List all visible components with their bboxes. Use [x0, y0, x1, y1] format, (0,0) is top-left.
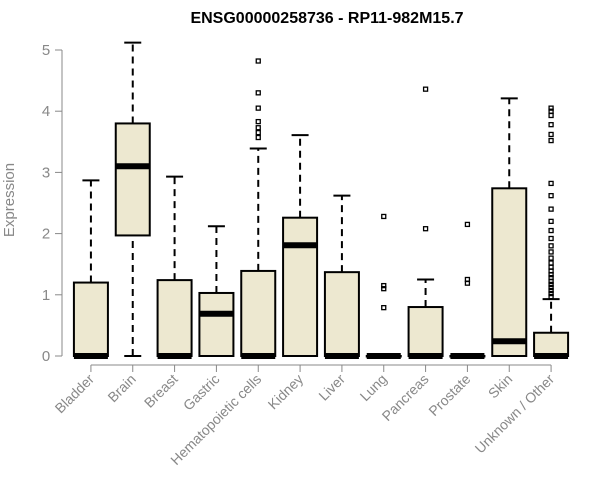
- outlier-point: [548, 264, 554, 270]
- boxes-group: [72, 41, 570, 359]
- x-tick-label: Lung: [357, 371, 390, 404]
- outlier-point: [548, 180, 554, 187]
- box-breast: [156, 175, 193, 359]
- box-liver: [323, 194, 360, 359]
- box-iqr: [491, 187, 528, 357]
- x-tick-label: Pancreas: [379, 371, 432, 424]
- y-tick-label: 4: [42, 103, 50, 120]
- outlier-point: [255, 134, 261, 141]
- box-unknown-other: [533, 105, 570, 359]
- outlier-point: [381, 282, 387, 289]
- box-iqr: [156, 279, 193, 357]
- outlier-point: [548, 275, 554, 281]
- box-iqr: [198, 291, 235, 357]
- outlier-point: [548, 260, 554, 266]
- outlier-point: [381, 213, 387, 220]
- outlier-point: [548, 193, 554, 199]
- outlier-point: [548, 206, 554, 212]
- outlier-point: [381, 305, 387, 311]
- y-axis: 0 1 2 3 4 5: [42, 42, 63, 365]
- box-gastric: [198, 225, 235, 357]
- box-iqr: [533, 331, 570, 357]
- y-tick-label: 3: [42, 164, 50, 181]
- box-brain: [114, 41, 151, 357]
- outlier-point: [548, 105, 554, 111]
- outlier-point: [548, 137, 554, 144]
- outlier-point: [548, 131, 554, 138]
- outlier-point: [255, 118, 261, 125]
- box-hematopoietic-cells: [240, 58, 277, 359]
- outlier-point: [255, 105, 261, 111]
- outlier-point: [548, 122, 554, 128]
- outlier-point: [548, 235, 554, 242]
- outlier-point: [381, 286, 387, 292]
- box-kidney: [282, 134, 319, 357]
- box-skin: [491, 97, 528, 357]
- outlier-point: [548, 284, 554, 291]
- outlier-point: [548, 243, 554, 249]
- x-tick-label: Kidney: [265, 371, 307, 413]
- box-iqr: [323, 271, 360, 358]
- box-prostate: [449, 221, 486, 359]
- box-iqr: [407, 306, 444, 358]
- chart-title: ENSG00000258736 - RP11-982M15.7: [190, 10, 463, 27]
- y-axis-label: Expression: [1, 163, 18, 237]
- box-iqr: [240, 269, 277, 358]
- x-tick-label: Unknown / Other: [472, 371, 558, 457]
- outlier-point: [464, 221, 471, 228]
- outlier-point: [422, 86, 429, 92]
- box-bladder: [72, 179, 109, 359]
- outlier-point: [464, 276, 471, 283]
- outlier-point: [548, 112, 554, 119]
- box-iqr: [114, 122, 151, 237]
- x-tick-label: Bladder: [52, 371, 98, 417]
- outlier-point: [548, 218, 554, 225]
- outlier-point: [548, 281, 554, 288]
- box-lung: [365, 213, 402, 359]
- x-tick-label: Brain: [104, 371, 138, 405]
- y-tick-label: 1: [42, 287, 50, 304]
- box-pancreas: [407, 86, 444, 359]
- outlier-point: [548, 287, 554, 294]
- box-iqr: [282, 216, 319, 357]
- outlier-point: [255, 58, 261, 64]
- outlier-point: [255, 129, 261, 136]
- x-tick-label: Skin: [485, 371, 516, 402]
- outlier-point: [548, 293, 554, 300]
- box-iqr: [72, 281, 109, 357]
- y-tick-label: 5: [42, 42, 50, 59]
- outlier-point: [548, 290, 554, 297]
- outlier-point: [548, 255, 554, 261]
- y-tick-label: 2: [42, 226, 50, 243]
- outlier-point: [548, 108, 554, 114]
- outlier-point: [255, 90, 261, 96]
- x-tick-label: Prostate: [425, 371, 473, 419]
- outlier-point: [255, 125, 261, 131]
- x-tick-label: Liver: [315, 371, 348, 404]
- x-tick-label: Breast: [141, 371, 181, 411]
- outlier-point: [548, 227, 554, 234]
- y-tick-label: 0: [42, 348, 50, 365]
- outlier-point: [422, 226, 429, 232]
- outlier-point: [548, 249, 554, 255]
